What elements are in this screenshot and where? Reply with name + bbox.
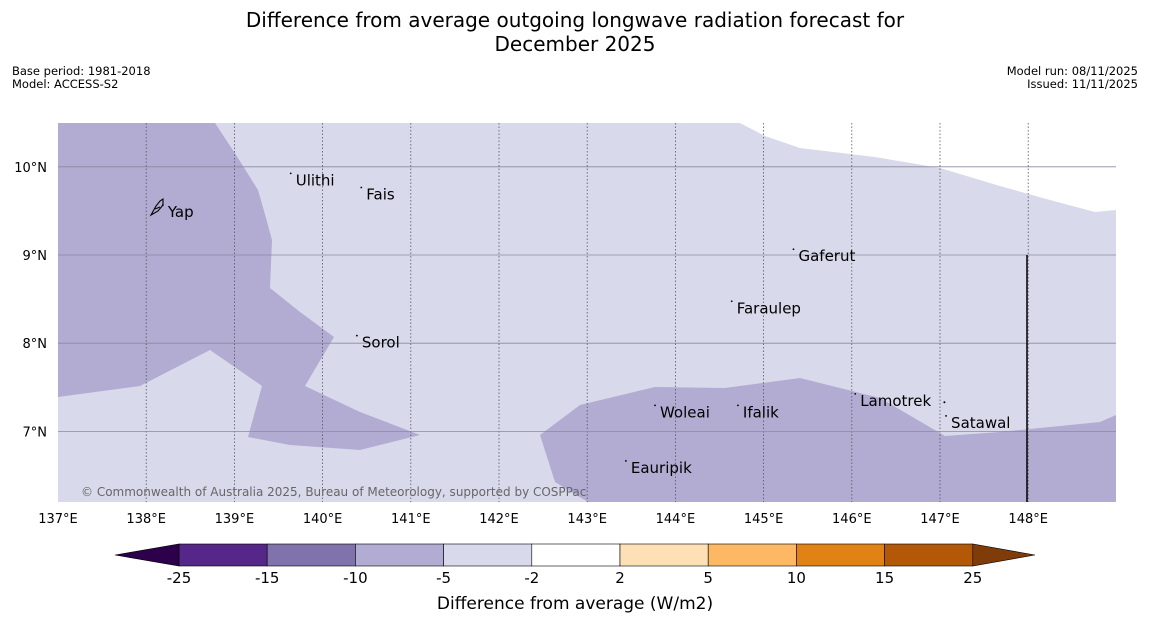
lon-tick-label: 145°E	[744, 512, 784, 527]
place-faraulep: Faraulep	[730, 299, 801, 317]
colorbar-bin	[707, 543, 797, 567]
colorbar-bin	[443, 543, 533, 567]
place-name: Faraulep	[737, 299, 801, 317]
island-dot	[945, 415, 947, 417]
place-name: Ifalik	[743, 403, 779, 421]
lat-tick-label: 9°N	[23, 249, 48, 264]
map-title: Difference from average outgoing longwav…	[0, 8, 1150, 56]
colorbar-tick-label: 5	[703, 569, 713, 587]
colorbar-tick-label: 2	[615, 569, 625, 587]
place-fais: Fais	[360, 185, 395, 203]
place-labels: Yap Ulithi Fais Gaferut Faraulep Sorol Lamotre…	[161, 171, 1010, 477]
title-line-1: Difference from average outgoing longwav…	[245, 8, 905, 32]
longitude-axis: 137°E 138°E 139°E 140°E 141°E 142°E 143°E 144°E…	[38, 512, 1048, 527]
colorbar-bin	[884, 543, 974, 567]
colorbar-tick-label: -10	[343, 569, 368, 587]
lon-tick-label: 146°E	[832, 512, 872, 527]
place-name: Gaferut	[798, 247, 855, 265]
island-dot	[289, 172, 292, 175]
place-name: Ulithi	[296, 171, 335, 189]
place-name: Eauripik	[631, 459, 692, 477]
island-dot	[737, 404, 739, 407]
yap-island-icon	[149, 197, 164, 217]
place-lamotrek: Lamotrek	[854, 392, 931, 410]
lon-tick-label: 141°E	[391, 512, 431, 527]
meta-right: Model run: 08/11/2025 Issued: 11/11/2025	[1007, 65, 1138, 91]
colorbar-bin	[531, 543, 621, 567]
map-area: Yap Ulithi Fais Gaferut Faraulep Sorol Lamotre…	[58, 123, 1116, 502]
place-name: Yap	[167, 203, 194, 221]
lon-tick-label: 138°E	[126, 512, 166, 527]
place-satawal: Satawal	[945, 414, 1010, 432]
island-dot	[730, 300, 733, 303]
colorbar-bin	[266, 543, 356, 567]
anomaly-region-west	[58, 123, 334, 397]
colorbar-tick-label: -2	[524, 569, 539, 587]
island-dot	[654, 404, 656, 407]
lon-tick-label: 148°E	[1008, 512, 1048, 527]
title-line-2: December 2025	[494, 32, 656, 56]
issued-date: Issued: 11/11/2025	[1027, 77, 1138, 91]
place-sorol: Sorol	[355, 334, 400, 352]
copyright-notice: © Commonwealth of Australia 2025, Bureau…	[81, 485, 586, 499]
model-run: Model run: 08/11/2025	[1006, 64, 1138, 78]
island-dot	[792, 248, 795, 251]
lon-tick-label: 137°E	[38, 512, 78, 527]
colorbar-tick-label: 25	[963, 569, 982, 587]
lon-tick-label: 142°E	[479, 512, 519, 527]
lat-tick-label: 7°N	[23, 425, 48, 440]
place-ulithi: Ulithi	[289, 171, 335, 189]
colorbar-under-arrow	[114, 543, 180, 567]
place-name: Lamotrek	[860, 392, 931, 410]
place-ifalik: Ifalik	[737, 403, 779, 421]
lon-tick-label: 143°E	[567, 512, 607, 527]
island-dot	[624, 460, 627, 462]
colorbar-over-arrow	[972, 543, 1036, 567]
colorbar: -25 -15 -10 -5 -2 2 5 10 15 25	[114, 543, 1036, 587]
lon-tick-label: 147°E	[920, 512, 960, 527]
model-name: Model: ACCESS-S2	[12, 77, 119, 91]
colorbar-bin	[178, 543, 268, 567]
island-dot	[943, 401, 946, 404]
latitude-axis: 10°N 9°N 8°N 7°N	[14, 161, 47, 441]
anomaly-region-neutral	[740, 123, 1116, 212]
colorbar-tick-label: -25	[167, 569, 192, 587]
colorbar-tick-label: -5	[436, 569, 451, 587]
place-name: Fais	[366, 185, 395, 203]
place-gaferut: Gaferut	[792, 247, 855, 265]
place-name: Sorol	[362, 334, 400, 352]
place-name: Satawal	[951, 414, 1010, 432]
anomaly-region-southeast	[540, 378, 1116, 502]
lat-tick-label: 8°N	[23, 337, 48, 352]
colorbar-bin	[355, 543, 444, 567]
colorbar-tick-label: 15	[875, 569, 894, 587]
gridlines	[58, 123, 1116, 502]
island-dot	[854, 392, 857, 395]
colorbar-label: Difference from average (W/m2)	[436, 594, 714, 614]
base-period: Base period: 1981-2018	[12, 64, 151, 78]
colorbar-bin	[796, 543, 885, 567]
lat-tick-label: 10°N	[14, 161, 47, 176]
place-eauripik: Eauripik	[624, 459, 692, 477]
island-dot	[355, 334, 358, 337]
colorbar-tick-label: -15	[255, 569, 280, 587]
place-name: Woleai	[660, 403, 710, 421]
meta-left: Base period: 1981-2018 Model: ACCESS-S2	[12, 65, 151, 91]
island-dot	[360, 186, 363, 189]
anomaly-region-sorol-lobe	[248, 386, 420, 450]
place-woleai: Woleai	[654, 403, 710, 421]
lon-tick-label: 144°E	[656, 512, 696, 527]
lon-tick-label: 140°E	[303, 512, 343, 527]
colorbar-bin	[619, 543, 709, 567]
colorbar-tick-label: 10	[787, 569, 806, 587]
lon-tick-label: 139°E	[215, 512, 255, 527]
